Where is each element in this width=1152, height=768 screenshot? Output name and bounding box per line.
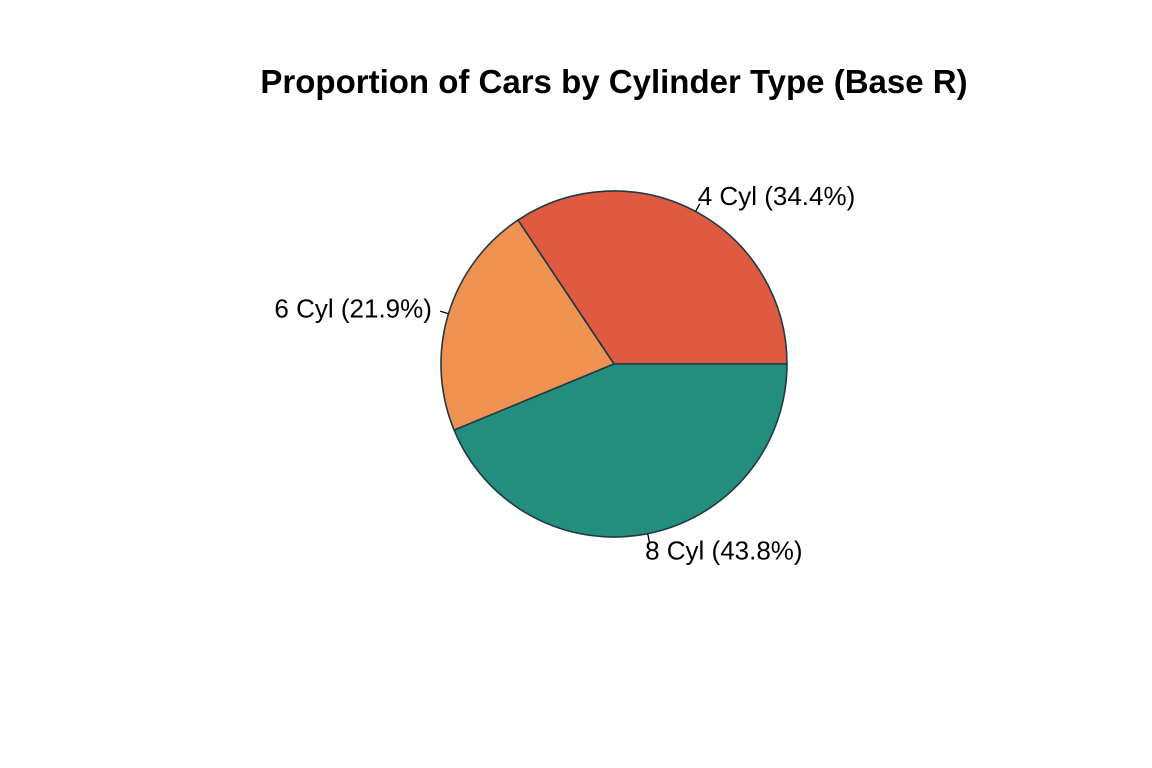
- pie-leader-6-cyl: [440, 310, 449, 315]
- pie-label-6-cyl: 6 Cyl (21.9%): [274, 294, 432, 324]
- chart-title: Proportion of Cars by Cylinder Type (Bas…: [260, 63, 967, 100]
- pie-label-8-cyl: 8 Cyl (43.8%): [645, 536, 803, 566]
- pie-slices: [440, 190, 788, 538]
- pie-leader-4-cyl: [695, 203, 701, 212]
- pie-label-4-cyl: 4 Cyl (34.4%): [698, 181, 856, 211]
- pie-labels: 4 Cyl (34.4%) 6 Cyl (21.9%) 8 Cyl (43.8%): [274, 181, 855, 565]
- pie-slice-6-cyl: [440, 219, 615, 431]
- pie-leader-8-cyl: [647, 533, 651, 543]
